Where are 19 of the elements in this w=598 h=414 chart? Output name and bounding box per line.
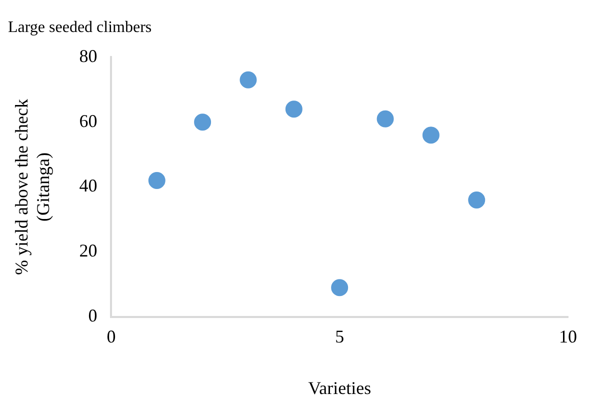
point — [422, 126, 440, 144]
point — [240, 71, 257, 88]
chart-title: Large seeded climbers — [8, 18, 152, 36]
point — [285, 100, 302, 118]
x-tick-label: 0 — [106, 326, 116, 346]
y-axis-title: % yield above the check (Gitanga) — [12, 99, 54, 275]
point — [376, 110, 394, 128]
y-tick-label: 80 — [79, 46, 98, 66]
y-tick-label: 0 — [88, 306, 98, 326]
y-tick-label: 60 — [79, 110, 98, 131]
x-tick-label: 10 — [559, 326, 577, 346]
y-tick-label: 20 — [79, 240, 98, 261]
x-tick-label: 5 — [335, 326, 344, 346]
point — [468, 191, 486, 208]
point — [331, 279, 348, 296]
x-axis-title: Varieties — [308, 378, 372, 398]
point — [148, 172, 166, 190]
y-tick-label: 40 — [79, 176, 98, 196]
point — [194, 114, 212, 131]
